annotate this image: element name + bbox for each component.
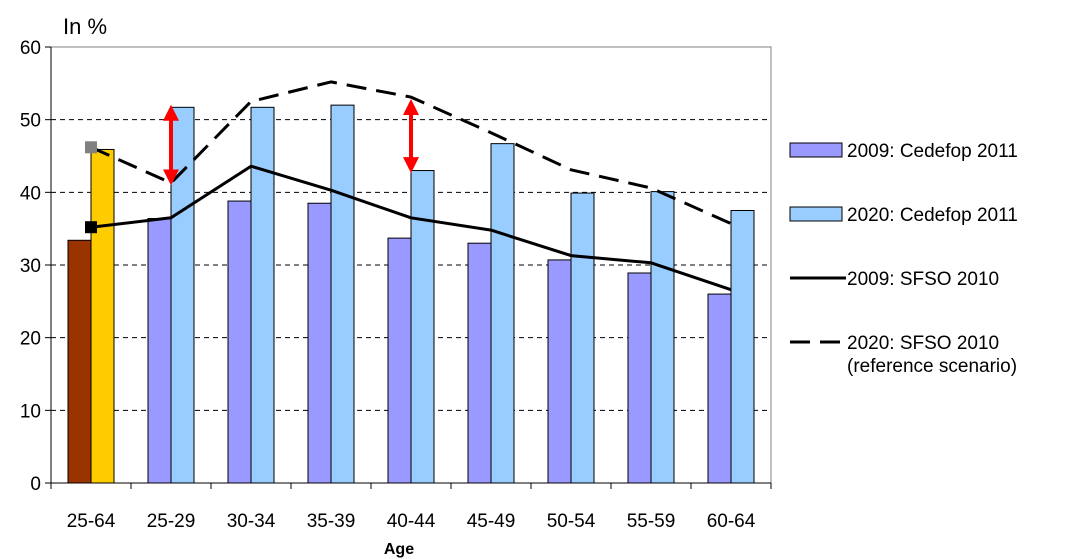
y-tick-label: 50 <box>20 111 41 132</box>
bars-2009-cedefop <box>67 200 732 484</box>
bar-2020-cedefop <box>170 106 195 484</box>
bar-2009-cedefop <box>707 293 732 484</box>
red-arrows <box>163 98 419 186</box>
bar-2009-cedefop <box>147 217 172 484</box>
legend-swatch <box>789 206 843 222</box>
bar-2009-cedefop <box>307 202 332 484</box>
line-markers <box>85 141 97 234</box>
y-tick-label: 0 <box>30 474 41 495</box>
bar-2009-cedefop <box>67 239 92 484</box>
bar-2020-cedefop <box>490 143 515 484</box>
legend-label: 2020: Cedefop 2011 <box>847 205 1018 226</box>
x-tick-label: 25-64 <box>67 511 116 532</box>
legend-label: 2009: Cedefop 2011 <box>847 141 1018 162</box>
bar-2020-cedefop <box>570 192 595 484</box>
bar-2009-cedefop <box>547 259 572 484</box>
y-tick-label: 10 <box>20 401 41 422</box>
marker-2020-sfso <box>85 141 97 154</box>
line-2020-sfso <box>90 80 732 225</box>
legend-label: (reference scenario) <box>847 356 1017 377</box>
bar-2009-cedefop <box>227 200 252 484</box>
x-axis-title: Age <box>384 541 414 558</box>
unit-label: In % <box>63 14 107 39</box>
axes <box>45 46 772 489</box>
y-tick-label: 20 <box>20 329 41 350</box>
bars-2020-cedefop <box>90 104 755 484</box>
line-2009-sfso <box>90 164 732 292</box>
marker-2009-sfso <box>85 221 97 234</box>
x-tick-label: 30-34 <box>227 511 276 532</box>
legend-label: 2009: SFSO 2010 <box>847 269 999 290</box>
bar-2020-cedefop <box>330 104 355 484</box>
x-tick-labels: 25-64 25-29 30-34 35-39 40-44 45-49 50-54 55-59… <box>67 511 756 532</box>
x-tick-label: 25-29 <box>147 511 196 532</box>
legend-label: 2020: SFSO 2010 <box>847 333 999 354</box>
bar-2020-cedefop <box>250 106 275 484</box>
y-tick-label: 60 <box>20 38 41 59</box>
x-tick-label: 55-59 <box>627 511 676 532</box>
bar-2009-cedefop <box>467 242 492 484</box>
y-tick-label: 30 <box>20 256 41 277</box>
bar-2009-cedefop <box>387 237 412 484</box>
bar-2020-cedefop <box>90 148 115 484</box>
bar-2020-cedefop <box>730 210 755 484</box>
legend-swatch <box>789 142 843 158</box>
x-tick-label: 40-44 <box>387 511 436 532</box>
x-tick-label: 45-49 <box>467 511 516 532</box>
x-tick-label: 60-64 <box>707 511 756 532</box>
sfso-lines <box>90 80 732 292</box>
legend: 2009: Cedefop 2011 2020: Cedefop 2011 2009… <box>789 141 1018 377</box>
x-tick-label: 50-54 <box>547 511 596 532</box>
y-tick-label: 40 <box>20 183 41 204</box>
x-tick-label: 35-39 <box>307 511 356 532</box>
bar-2009-cedefop <box>627 272 652 484</box>
y-tick-labels: 0 10 20 30 40 50 60 <box>20 38 41 495</box>
bar-2020-cedefop <box>650 191 675 484</box>
